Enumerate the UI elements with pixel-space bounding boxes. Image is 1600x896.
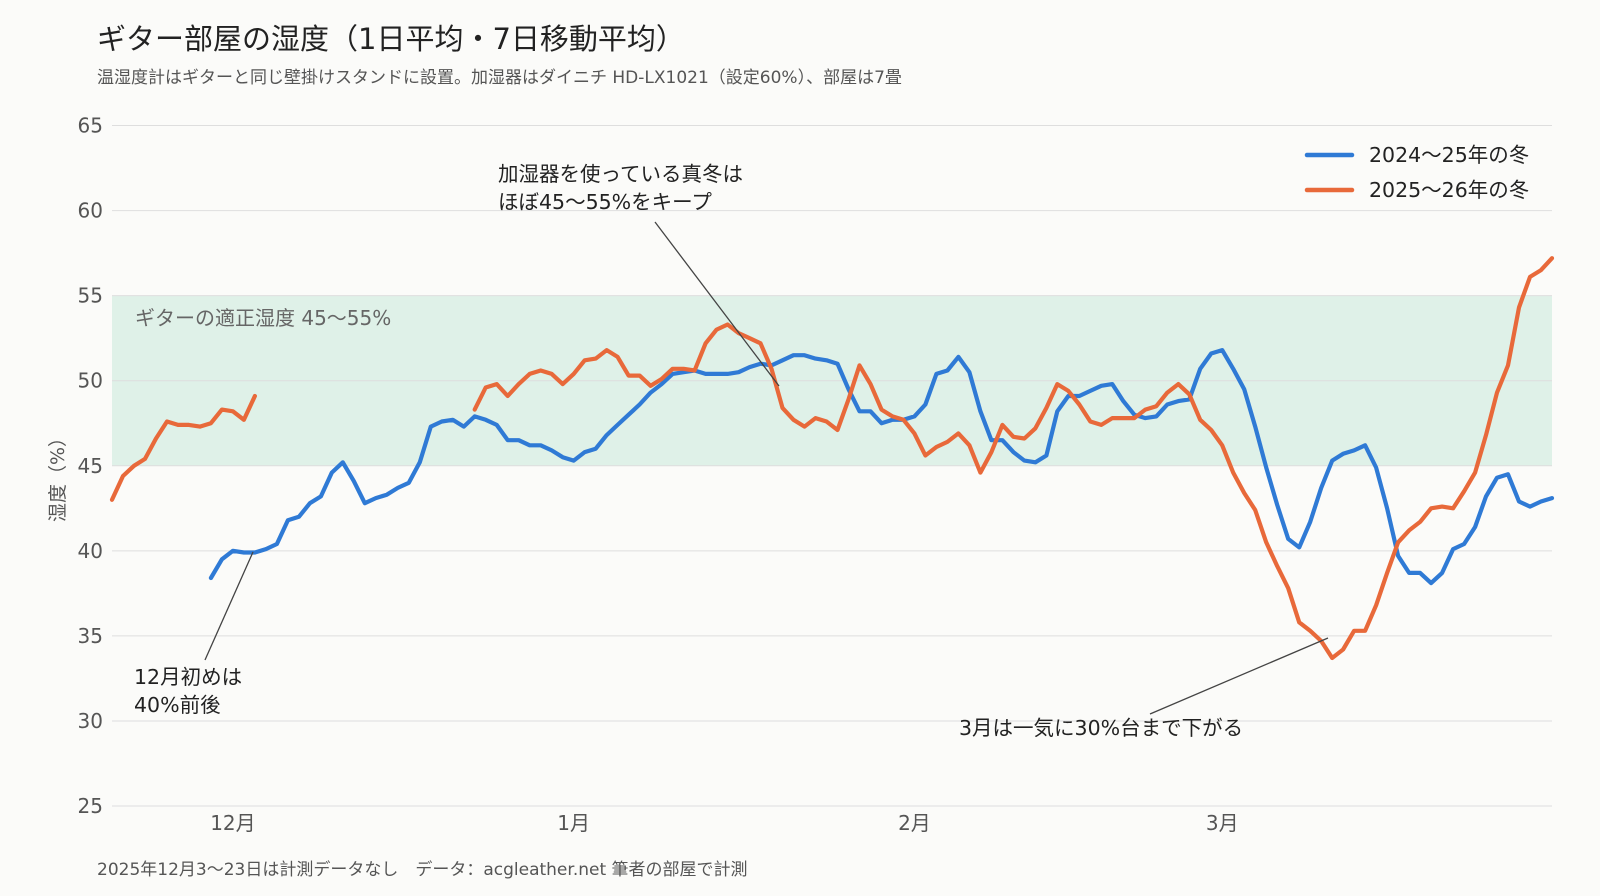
x-tick-label: 12月 <box>210 811 255 835</box>
annotation-text-line: ほぼ45〜55%をキープ <box>498 190 712 214</box>
y-tick-label: 50 <box>78 369 103 393</box>
annotation-text-line: 加湿器を使っている真冬は <box>498 162 743 186</box>
y-axis-ticks: 25 30 35 40 45 50 55 60 65 <box>78 114 103 819</box>
annotation-pointer <box>204 551 254 661</box>
series-line-1 <box>208 348 1555 586</box>
chart-footnote: 2025年12月3〜23日は計測データなし データ：acgleather.net… <box>97 860 748 880</box>
annotation-text-line: 40%前後 <box>134 693 221 717</box>
series-lines <box>109 256 1555 661</box>
annotation-pointer <box>1149 637 1329 715</box>
chart-subtitle: 温湿度計はギターと同じ壁掛けスタンドに設置。加湿器はダイニチ HD-LX1021… <box>97 68 902 88</box>
annotation-text-line: 12月初めは <box>134 665 242 689</box>
y-tick-label: 55 <box>78 284 103 308</box>
x-tick-label: 2月 <box>898 811 931 835</box>
annotation-text-line: 3月は一気に30%台まで下がる <box>959 716 1243 740</box>
x-tick-label: 3月 <box>1206 811 1239 835</box>
annotation-march-drop: 3月は一気に30%台まで下がる <box>959 637 1329 740</box>
series-line-2 <box>109 256 1555 661</box>
annotation-humidifier: 加湿器を使っている真冬は ほぼ45〜55%をキープ <box>498 162 780 387</box>
x-tick-label: 1月 <box>557 811 590 835</box>
y-tick-label: 40 <box>78 539 103 563</box>
chart-title: ギター部屋の湿度（1日平均・7日移動平均） <box>97 22 685 56</box>
y-tick-label: 25 <box>78 794 103 818</box>
annotation-early-december: 12月初めは 40%前後 <box>134 551 254 717</box>
y-tick-label: 35 <box>78 624 103 648</box>
legend-label-2025-26: 2025〜26年の冬 <box>1369 178 1529 202</box>
gridlines <box>112 125 1552 807</box>
y-tick-label: 60 <box>78 199 103 223</box>
legend-label-2024-25: 2024〜25年の冬 <box>1369 143 1529 167</box>
y-tick-label: 45 <box>78 454 103 478</box>
legend: 2024〜25年の冬 2025〜26年の冬 <box>1304 143 1529 202</box>
y-axis-label: 湿度（%） <box>47 428 69 522</box>
x-axis-ticks: 12月 1月 2月 3月 <box>210 811 1238 835</box>
annotation-pointer <box>654 221 780 387</box>
band-label: ギターの適正湿度 45〜55% <box>135 306 391 330</box>
y-tick-label: 65 <box>78 114 103 138</box>
y-tick-label: 30 <box>78 709 103 733</box>
